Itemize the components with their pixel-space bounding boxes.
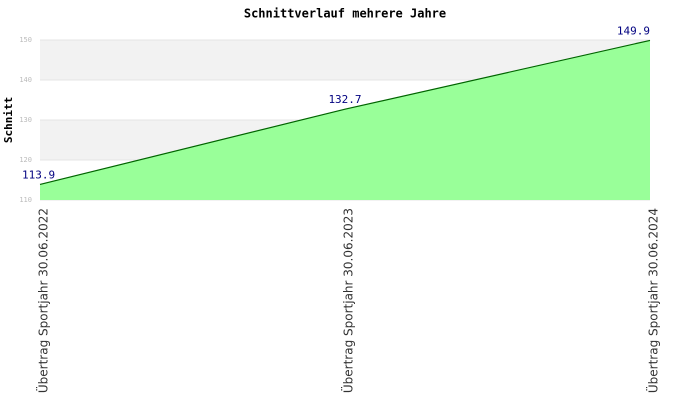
y-axis-label: Schnitt bbox=[2, 97, 15, 143]
data-label: 113.9 bbox=[22, 168, 55, 181]
area-fill bbox=[40, 40, 650, 201]
y-tick-label: 150 bbox=[19, 36, 32, 44]
x-tick-label: Übertrag Sportjahr 30.06.2023 bbox=[340, 208, 356, 393]
data-label: 149.9 bbox=[617, 24, 650, 37]
data-label: 132.7 bbox=[328, 93, 361, 106]
y-tick-label: 120 bbox=[19, 156, 32, 164]
x-tick-label: Übertrag Sportjahr 30.06.2024 bbox=[645, 208, 661, 393]
line bbox=[39, 39, 651, 185]
y-tick-label: 130 bbox=[19, 116, 32, 124]
x-tick-label: Übertrag Sportjahr 30.06.2022 bbox=[35, 208, 51, 393]
y-tick-label: 110 bbox=[19, 196, 32, 204]
y-tick-label: 140 bbox=[19, 76, 32, 84]
chart-title: Schnittverlauf mehrere Jahre bbox=[244, 7, 446, 21]
